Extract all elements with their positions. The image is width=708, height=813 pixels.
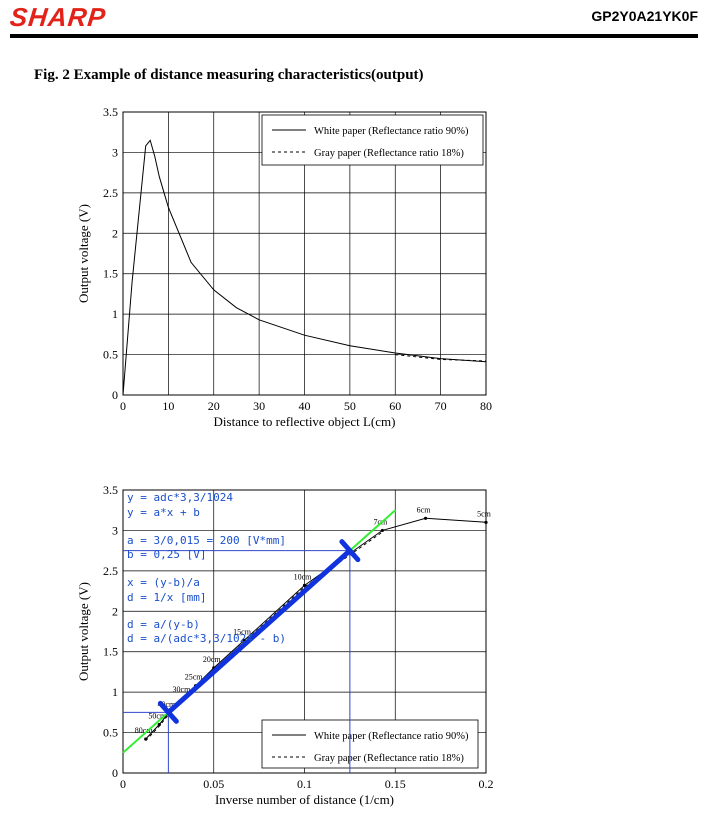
y-tick-label: 3 bbox=[112, 145, 118, 159]
x-axis-label: Distance to reflective object L(cm) bbox=[214, 414, 396, 429]
x-tick-label: 0.1 bbox=[297, 777, 312, 791]
data-point bbox=[423, 516, 428, 520]
legend-box bbox=[261, 719, 479, 769]
y-tick-label: 2 bbox=[112, 604, 118, 618]
y-tick-label: 0.5 bbox=[103, 726, 118, 740]
y-tick-label: 0 bbox=[112, 388, 118, 402]
point-label: 80cm bbox=[135, 726, 154, 735]
formula-annotation: d = a/(adc*3,3/1024 - b) bbox=[127, 632, 286, 645]
legend: White paper (Reflectance ratio 90%) Gray … bbox=[261, 719, 479, 769]
point-label: 50cm bbox=[148, 711, 167, 720]
x-tick-label: 0.2 bbox=[479, 777, 494, 791]
x-axis-label: Inverse number of distance (1/cm) bbox=[215, 792, 394, 807]
data-point bbox=[157, 722, 161, 727]
y-tick-label: 2.5 bbox=[103, 564, 118, 578]
plot-frame bbox=[122, 489, 487, 774]
point-label: 20cm bbox=[203, 655, 222, 664]
data-point bbox=[484, 520, 488, 524]
x-tick-label: 80 bbox=[480, 399, 492, 413]
x-tick-label: 0 bbox=[120, 399, 126, 413]
point-label: 40cm bbox=[157, 700, 176, 709]
x-tick-label: 0.15 bbox=[385, 777, 406, 791]
y-tick-label: 1 bbox=[112, 307, 118, 321]
x-tick-label: 60 bbox=[389, 399, 401, 413]
y-tick-label: 3 bbox=[112, 523, 118, 537]
y-tick-label: 1.5 bbox=[103, 267, 118, 281]
legend: White paper (Reflectance ratio 90%) Gray … bbox=[261, 114, 484, 166]
legend-label: Gray paper (Reflectance ratio 18%) bbox=[314, 148, 464, 159]
part-number: GP2Y0A21YK0F bbox=[591, 8, 698, 24]
fit-line-blue bbox=[165, 548, 353, 715]
point-label: 5cm bbox=[477, 509, 492, 518]
data-point bbox=[144, 737, 148, 741]
point-label: 10cm bbox=[294, 572, 313, 581]
formula-annotation: y = adc*3,3/1024 bbox=[127, 491, 233, 504]
x-tick-label: 20 bbox=[208, 399, 220, 413]
plot-frame bbox=[122, 111, 487, 396]
point-label: 15cm bbox=[233, 627, 252, 636]
x-tick-label: 30 bbox=[253, 399, 265, 413]
y-tick-label: 1 bbox=[112, 685, 118, 699]
point-label: 30cm bbox=[173, 685, 192, 694]
data-point bbox=[302, 583, 307, 588]
y-axis-label: Output voltage (V) bbox=[76, 204, 91, 303]
legend-label: White paper (Reflectance ratio 90%) bbox=[314, 731, 469, 742]
y-tick-label: 0 bbox=[112, 766, 118, 780]
legend-label: Gray paper (Reflectance ratio 18%) bbox=[314, 753, 464, 764]
y-tick-label: 3.5 bbox=[103, 105, 118, 119]
formula-annotation: a = 3/0,015 = 200 [V*mm] bbox=[127, 534, 286, 547]
y-axis-label: Output voltage (V) bbox=[76, 582, 91, 681]
data-point bbox=[380, 528, 384, 533]
x-tick-label: 70 bbox=[435, 399, 447, 413]
formula-annotation: x = (y-b)/a bbox=[127, 576, 200, 589]
y-tick-label: 3.5 bbox=[103, 483, 118, 497]
legend-label: White paper (Reflectance ratio 90%) bbox=[314, 126, 469, 137]
x-tick-label: 50 bbox=[344, 399, 356, 413]
y-tick-label: 0.5 bbox=[103, 348, 118, 362]
x-tick-label: 10 bbox=[162, 399, 174, 413]
point-label: 6cm bbox=[417, 505, 432, 514]
y-tick-label: 1.5 bbox=[103, 645, 118, 659]
legend-box bbox=[261, 114, 484, 166]
series-line-white-paper bbox=[122, 139, 487, 396]
formula-annotation: d = 1/x [mm] bbox=[127, 591, 206, 604]
formula-annotation: y = a*x + b bbox=[127, 506, 200, 519]
y-tick-label: 2 bbox=[112, 226, 118, 240]
header-rule bbox=[10, 34, 698, 38]
figure-title: Fig. 2 Example of distance measuring cha… bbox=[34, 67, 424, 83]
x-tick-label: 0 bbox=[120, 777, 126, 791]
formula-annotation: b = 0,25 [V] bbox=[127, 548, 206, 561]
y-tick-label: 2.5 bbox=[103, 186, 118, 200]
x-tick-label: 40 bbox=[299, 399, 311, 413]
formula-annotation: d = a/(y-b) bbox=[127, 618, 200, 631]
point-label: 25cm bbox=[185, 673, 204, 682]
fit-line-end-tick bbox=[339, 539, 361, 563]
x-tick-label: 0.05 bbox=[203, 777, 224, 791]
fit-line-end-tick bbox=[157, 700, 179, 724]
